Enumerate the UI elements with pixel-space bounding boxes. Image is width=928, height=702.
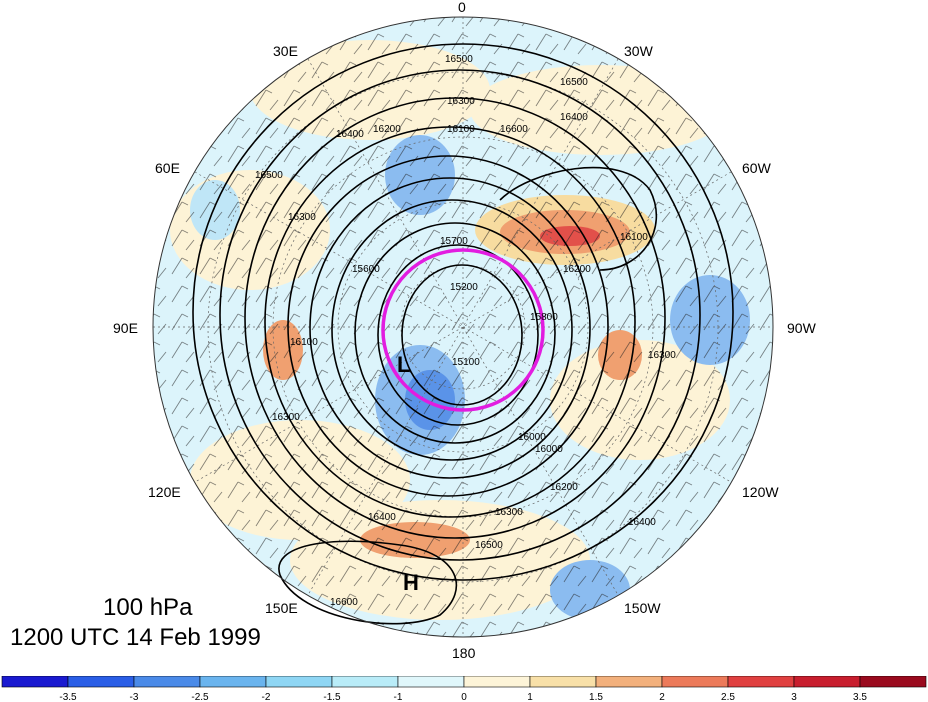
- colorbar-box: [68, 676, 134, 687]
- contour-label: 15100: [452, 357, 480, 368]
- contour-label: 16100: [447, 124, 475, 135]
- contour-label: 16300: [272, 412, 300, 423]
- colorbar-box: [794, 676, 860, 687]
- lon-label-120w: 120W: [742, 484, 779, 500]
- colorbar-tick-label: -2.5: [191, 692, 209, 702]
- lon-label-30w: 30W: [624, 43, 654, 59]
- colorbar-tick-label: 0: [461, 692, 467, 702]
- lon-label-150w: 150W: [624, 600, 661, 616]
- lon-label-60w: 60W: [742, 160, 772, 176]
- lon-label-120e: 120E: [148, 484, 181, 500]
- colorbar-tick-label: 2: [659, 692, 665, 702]
- colorbar-tick-label: -1.5: [323, 692, 341, 702]
- contour-label: 16400: [628, 517, 656, 528]
- colorbar-tick-label: 1: [527, 692, 533, 702]
- contour-label: 16600: [500, 124, 528, 135]
- colorbar-tick-label: -3: [130, 692, 139, 702]
- contour-label: 16200: [550, 482, 578, 493]
- contour-label: 16500: [475, 540, 503, 551]
- valid-time-title: 1200 UTC 14 Feb 1999: [10, 624, 261, 652]
- lon-label-150e: 150E: [265, 600, 298, 616]
- colorbar-tick-label: 3.5: [853, 692, 867, 702]
- colorbar-box: [2, 676, 68, 687]
- colorbar-box: [728, 676, 794, 687]
- colorbar-box: [266, 676, 332, 687]
- contour-label: 16600: [330, 597, 358, 608]
- lon-label-180: 180: [452, 645, 476, 661]
- contour-label: 15800: [530, 312, 558, 323]
- contour-label: 16200: [563, 264, 591, 275]
- colorbar-box: [200, 676, 266, 687]
- colorbar-tick-label: -1: [394, 692, 403, 702]
- colorbar-labels: -3.5 -3 -2.5 -2 -1.5 -1 0 1 1.5 2 2.5 3 3.5: [59, 692, 867, 702]
- low-center-label: L: [397, 352, 410, 377]
- contour-label: 16400: [368, 512, 396, 523]
- lon-label-90w: 90W: [787, 320, 817, 336]
- contour-label: 16200: [373, 124, 401, 135]
- contour-label: 16300: [288, 212, 316, 223]
- colorbar-box: [464, 676, 530, 687]
- lon-label-0: 0: [458, 0, 466, 15]
- polar-map: 16500 16300 16200 16100 16400 16500 1660…: [0, 0, 928, 676]
- contour-label: 15600: [352, 264, 380, 275]
- contour-label: 16300: [495, 507, 523, 518]
- contour-label: 15700: [440, 236, 468, 247]
- colorbar-boxes: [2, 676, 926, 687]
- contour-label: 16500: [255, 170, 283, 181]
- colorbar-box: [398, 676, 464, 687]
- colorbar-tick-label: -3.5: [59, 692, 77, 702]
- contour-label: 16100: [290, 337, 318, 348]
- contour-label: 16500: [445, 54, 473, 65]
- contour-label: 16300: [648, 350, 676, 361]
- contour-label: 16000: [518, 432, 546, 443]
- contour-label: 16400: [560, 112, 588, 123]
- lon-label-30e: 30E: [273, 43, 298, 59]
- contour-label: 16000: [535, 444, 563, 455]
- contour-label: 16400: [336, 129, 364, 140]
- colorbar-tick-label: -2: [262, 692, 271, 702]
- colorbar-box: [530, 676, 596, 687]
- colorbar-tick-label: 2.5: [721, 692, 735, 702]
- pressure-level-title: 100 hPa: [103, 594, 192, 622]
- contour-label: 16300: [447, 96, 475, 107]
- colorbar: -3.5 -3 -2.5 -2 -1.5 -1 0 1 1.5 2 2.5 3 3.5: [0, 676, 928, 702]
- colorbar-box: [596, 676, 662, 687]
- high-center-label: H: [403, 570, 419, 595]
- colorbar-tick-label: 3: [791, 692, 797, 702]
- colorbar-box: [662, 676, 728, 687]
- colorbar-box: [134, 676, 200, 687]
- contour-label: 16100: [620, 232, 648, 243]
- colorbar-box: [860, 676, 926, 687]
- contour-label: 16500: [560, 77, 588, 88]
- colorbar-tick-label: 1.5: [589, 692, 603, 702]
- lon-label-60e: 60E: [155, 160, 180, 176]
- lon-label-90e: 90E: [113, 320, 138, 336]
- colorbar-box: [332, 676, 398, 687]
- contour-label: 15200: [450, 282, 478, 293]
